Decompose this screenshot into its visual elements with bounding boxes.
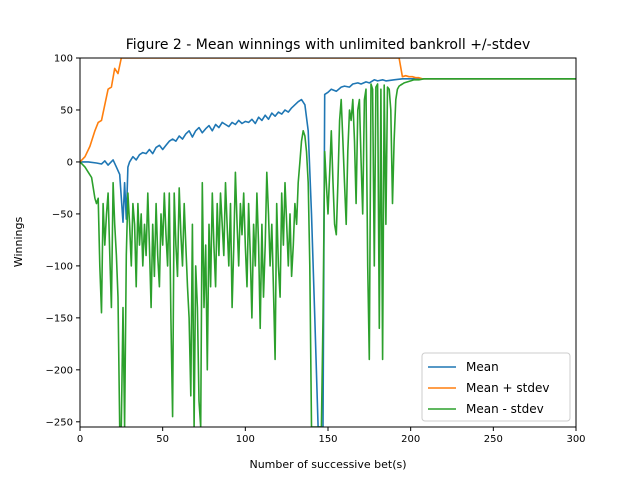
series-layer (80, 58, 576, 427)
y-tick-label: −200 (46, 365, 73, 376)
legend-label-3: Mean - stdev (466, 402, 544, 416)
x-tick-label: 50 (156, 434, 169, 445)
x-tick-label: 0 (77, 434, 83, 445)
y-axis-label: Winnings (12, 217, 25, 268)
legend: Mean Mean + stdev Mean - stdev (421, 352, 571, 422)
series-line-1 (80, 78, 576, 427)
legend-box (421, 352, 571, 422)
x-tick-label: 200 (401, 434, 420, 445)
x-tick-label: 100 (236, 434, 255, 445)
legend-label-1: Mean (466, 360, 499, 374)
x-tick-label: 300 (566, 434, 585, 445)
y-tick-label: 100 (54, 54, 73, 65)
x-axis-label: Number of successive bet(s) (249, 458, 406, 471)
x-tick-label: 250 (484, 434, 503, 445)
y-tick-label: −100 (46, 261, 73, 272)
x-tick-label: 150 (318, 434, 337, 445)
x-axis-ticks: 0 50 100 150 200 250 300 (77, 427, 586, 445)
y-axis-ticks: −250 −200 −150 −100 −50 0 50 100 (46, 54, 80, 428)
chart-title: Figure 2 - Mean winnings with unlimited … (126, 37, 531, 53)
y-tick-label: 50 (60, 105, 73, 116)
y-tick-label: −50 (52, 209, 73, 220)
y-tick-label: 0 (67, 157, 73, 168)
y-tick-label: −250 (46, 417, 73, 428)
y-tick-label: −150 (46, 313, 73, 324)
series-line-3 (80, 78, 576, 427)
legend-label-2: Mean + stdev (466, 381, 549, 395)
